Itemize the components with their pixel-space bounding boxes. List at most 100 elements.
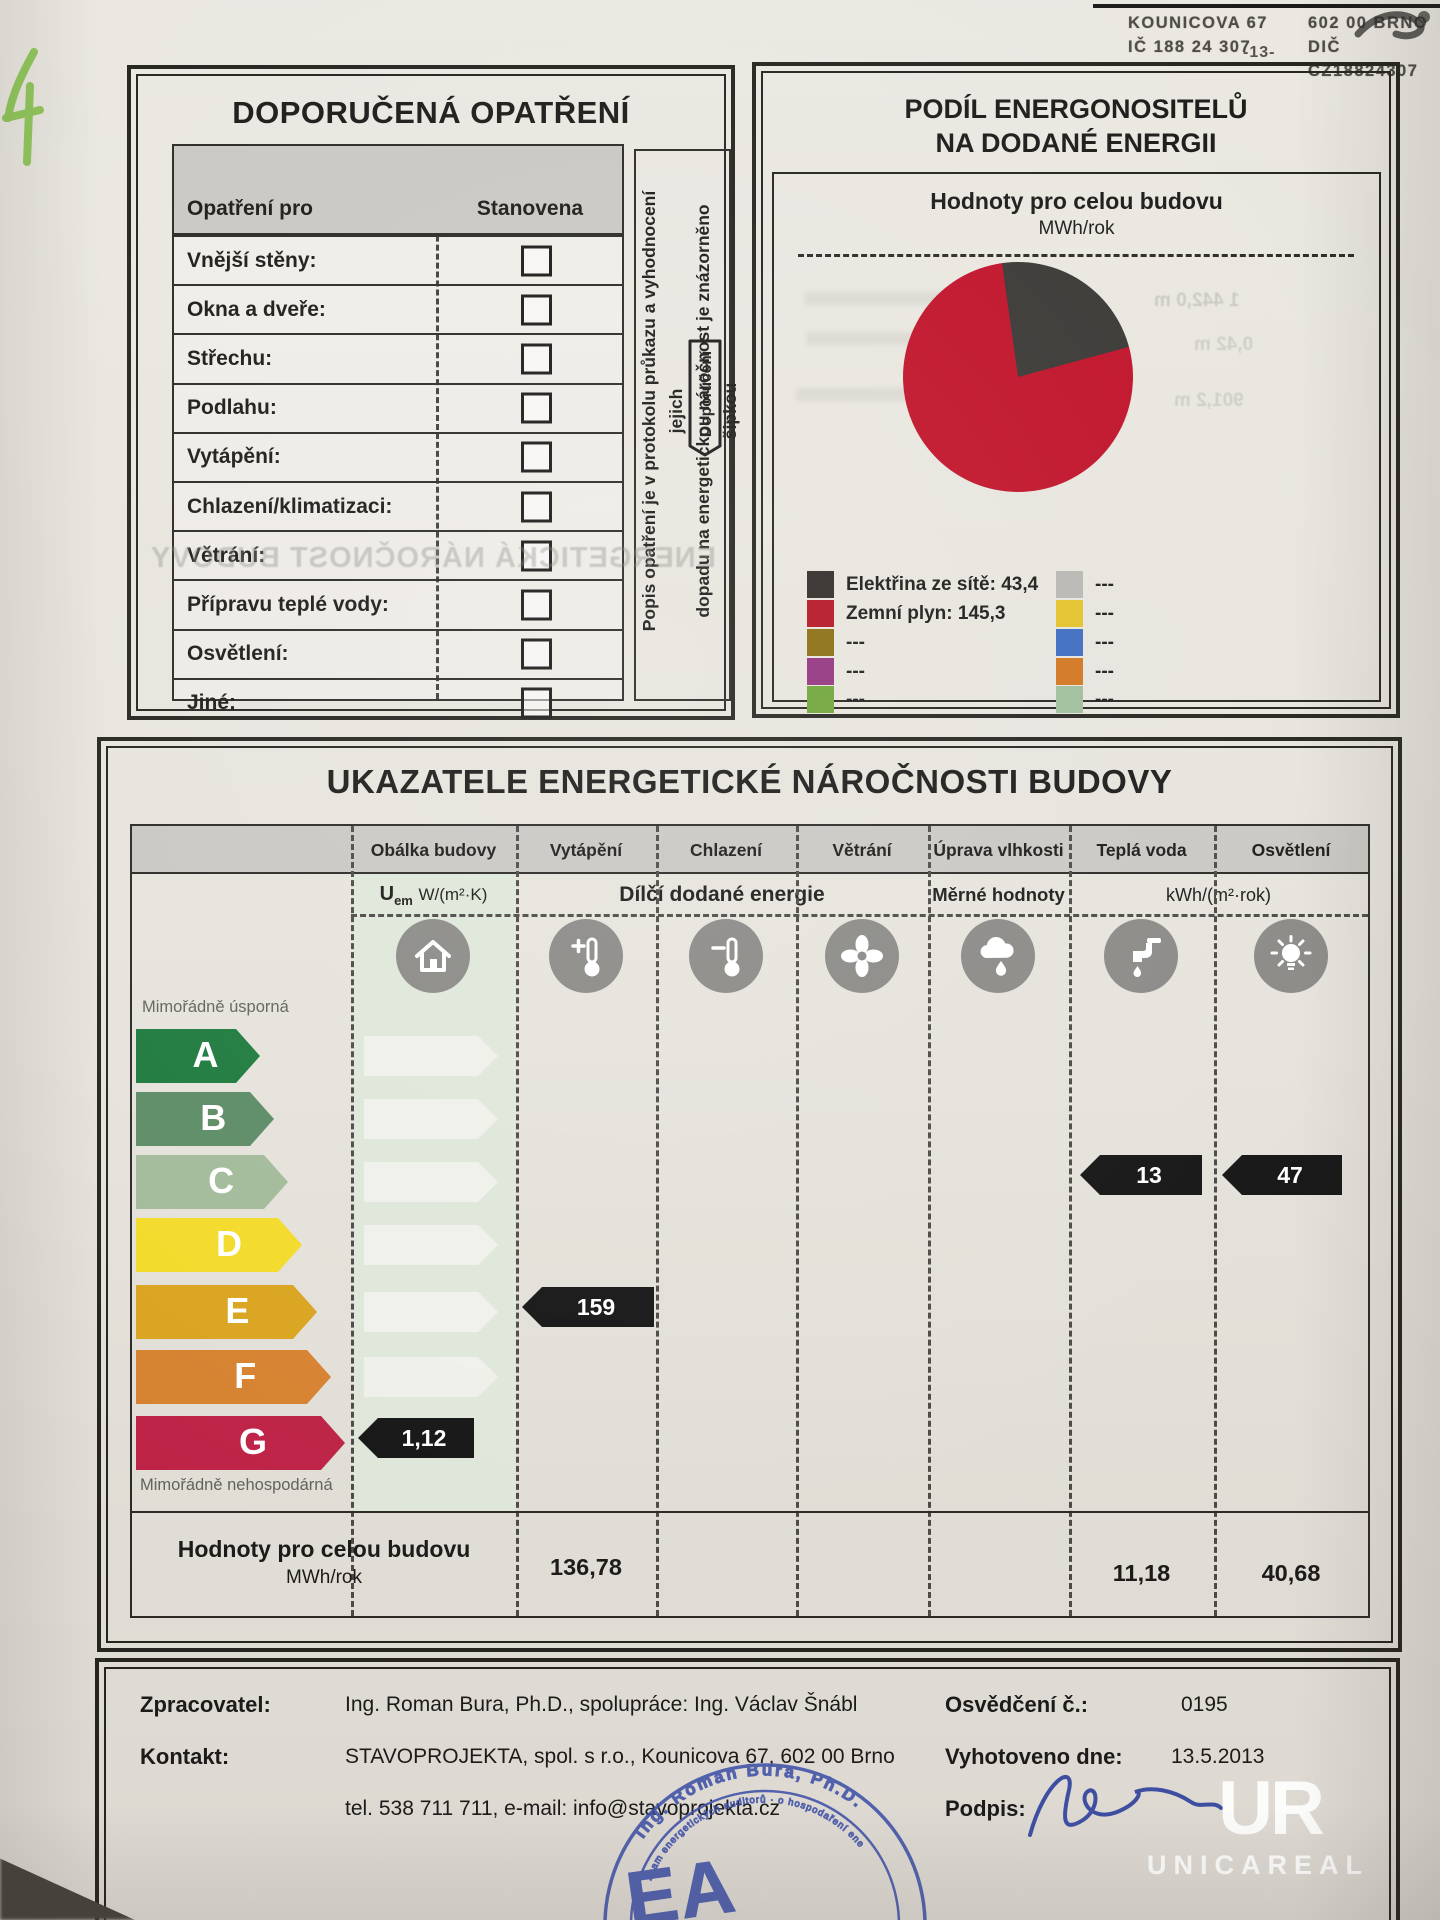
energy-share-inner-box: Hodnoty pro celou budovu MWh/rok 1 442,0… <box>772 172 1381 713</box>
value-marker-heating: 159 <box>522 1287 654 1327</box>
uem-units: W/(m²·K) <box>418 885 488 904</box>
legend-swatch <box>1056 629 1083 656</box>
measure-checkbox[interactable] <box>521 294 552 326</box>
measure-checkbox[interactable] <box>521 441 552 473</box>
column-divider <box>1069 826 1072 1616</box>
header-opatreni-pro: Opatření pro <box>187 197 314 220</box>
legend-label: --- <box>1095 632 1114 653</box>
energy-class-label: C <box>208 1160 235 1202</box>
legend-swatch <box>1056 600 1083 627</box>
column-divider <box>516 826 519 1616</box>
measure-checkbox[interactable] <box>521 638 552 670</box>
bleed-value: 1 442,0 m <box>1154 290 1240 311</box>
measure-label: Přípravu teplé vody: <box>187 592 389 616</box>
cooling-icon <box>689 919 763 993</box>
measures-table-header: Opatření pro Stanovena <box>174 146 622 235</box>
total-hot-water: 11,18 <box>1112 1560 1171 1586</box>
measure-checkbox[interactable] <box>521 589 552 621</box>
legend-swatch <box>807 658 834 685</box>
col-vytapeni: Vytápění <box>549 839 623 860</box>
ventilation-icon <box>825 919 899 993</box>
column-divider <box>796 826 799 1616</box>
energy-class-label: G <box>239 1421 268 1463</box>
merne-hodnoty-label: Měrné hodnoty <box>932 884 1065 905</box>
dashed-divider <box>798 254 1354 257</box>
ink-smudge <box>1354 11 1430 40</box>
legend-label: --- <box>1095 661 1114 682</box>
energy-class-label: D <box>215 1223 242 1265</box>
measure-label: Střechu: <box>187 346 273 370</box>
totals-unit: MWh/rok <box>286 1567 362 1588</box>
measure-checkbox[interactable] <box>521 491 552 523</box>
measure-checkbox[interactable] <box>521 392 552 424</box>
svg-text:UR: UR <box>1218 1766 1324 1851</box>
svg-text:Doporučení: Doporučení <box>698 350 715 437</box>
zpracovatel-label: Zpracovatel: <box>140 1692 271 1717</box>
energy-class-label: E <box>225 1290 250 1332</box>
subheader-divider <box>351 914 1368 917</box>
bleed-value: 901,2 m <box>1174 390 1244 411</box>
hot-water-icon <box>1104 919 1178 993</box>
legend-item: --- <box>1056 686 1176 714</box>
legend-item: --- <box>1056 629 1176 657</box>
legend-swatch <box>1056 658 1083 685</box>
auditor-round-stamp: Ing. Roman Bura, Ph.D. Seznam energetick… <box>560 1735 927 1920</box>
legend-swatch <box>807 600 834 627</box>
svg-text:Ing. Roman Bura, Ph.D.: Ing. Roman Bura, Ph.D. <box>624 1745 870 1843</box>
legend-item: --- <box>807 629 1087 657</box>
measure-checkbox[interactable] <box>521 245 552 277</box>
corner-ic: IČ 188 24 307 <box>1128 37 1252 56</box>
corner-street: KOUNICOVA 67 <box>1128 14 1268 32</box>
legend-swatch <box>807 571 834 598</box>
vyhotoveno-value: 13.5.2013 <box>1171 1745 1265 1768</box>
energy-class-arrow-g: G <box>136 1416 345 1470</box>
kontakt-label: Kontakt: <box>140 1744 230 1769</box>
bleed-value: 0,42 m <box>1194 334 1254 355</box>
measure-checkbox[interactable] <box>521 687 552 719</box>
legend-label: --- <box>846 632 865 653</box>
total-lighting: 40,68 <box>1261 1560 1321 1586</box>
green-highlighter-mark <box>2 48 44 166</box>
ghost-arrow <box>364 1292 498 1332</box>
table-row: Okna a dveře: <box>174 284 622 333</box>
bleed-through-title: ENERGETICKÁ NÁROČNOST BUDOVY <box>149 542 716 574</box>
legend-item: Zemní plyn: 145,3 <box>807 600 1087 628</box>
indicators-box: UKAZATELE ENERGETICKÉ NÁROČNOSTI BUDOVY … <box>97 737 1402 1652</box>
measure-checkbox[interactable] <box>521 343 552 375</box>
recommended-measures-box: DOPORUČENÁ OPATŘENÍ Opatření pro Stanove… <box>127 65 740 720</box>
totals-label-cell: Hodnoty pro celou budovu MWh/rok <box>132 1536 516 1589</box>
measures-table: Opatření pro Stanovena Vnější stěny: Okn… <box>172 144 624 719</box>
table-row: Přípravu teplé vody: <box>174 579 622 628</box>
col-uprava-vlhkosti: Úprava vlhkosti <box>933 839 1064 860</box>
humidity-icon <box>961 919 1035 993</box>
total-heating: 136,78 <box>550 1554 622 1580</box>
legend-swatch <box>1056 571 1083 598</box>
uem-symbol: U <box>379 882 395 905</box>
energy-class-label: A <box>192 1034 219 1076</box>
ghost-arrow <box>364 1036 498 1076</box>
value-marker-lighting: 47 <box>1222 1155 1342 1195</box>
measure-label: Osvětlení: <box>187 642 289 666</box>
value-marker-hot-water: 13 <box>1080 1155 1202 1195</box>
scale-top-label: Mimořádně úsporná <box>142 998 289 1016</box>
table-row: Chlazení/klimatizaci: <box>174 480 622 530</box>
legend-item: --- <box>1056 658 1176 686</box>
energy-class-arrow-d: D <box>136 1218 302 1272</box>
column-divider <box>436 146 439 699</box>
column-divider <box>656 826 659 1616</box>
legend-label: Elektřina ze sítě: 43,4 <box>846 574 1039 595</box>
corner-address-left: KOUNICOVA 67 IČ 188 24 307 <box>1128 12 1268 60</box>
column-divider <box>1214 826 1217 1616</box>
dilci-dodane-energie-label: Dílčí dodané energie <box>619 883 825 906</box>
measure-label: Okna a dveře: <box>187 297 326 321</box>
totals-divider <box>132 1511 1368 1513</box>
table-row: Vnější stěny: <box>174 235 622 284</box>
measure-checkbox[interactable] <box>521 540 552 572</box>
vyhotoveno-label: Vyhotoveno dne: <box>945 1744 1123 1769</box>
recommended-title: DOPORUČENÁ OPATŘENÍ <box>232 95 630 130</box>
kwh-unit-label: kWh/(m²·rok) <box>1166 884 1271 905</box>
column-divider <box>928 826 931 1616</box>
measure-label: Větrání: <box>187 543 266 567</box>
kontakt-value: STAVOPROJEKTA, spol. s r.o., Kounicova 6… <box>345 1745 895 1768</box>
